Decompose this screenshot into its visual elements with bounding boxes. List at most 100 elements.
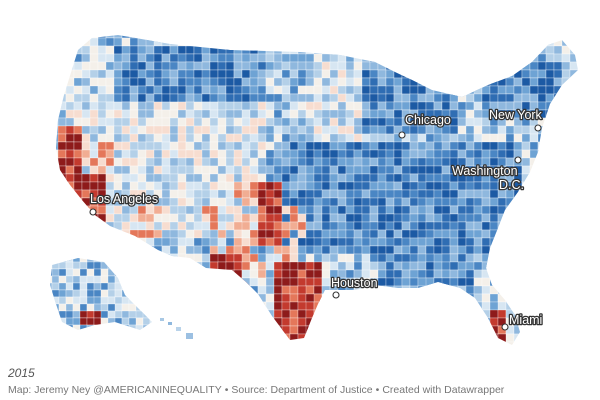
county-cell	[321, 325, 331, 335]
county-cell	[86, 261, 95, 270]
county-cell	[129, 141, 139, 151]
county-cell	[305, 245, 315, 255]
county-cell	[473, 149, 483, 159]
county-cell	[353, 237, 363, 247]
county-cell	[193, 109, 203, 119]
county-cell	[97, 333, 107, 343]
county-cell	[569, 245, 578, 255]
county-cell	[537, 221, 547, 231]
county-cell	[73, 173, 83, 183]
county-cell	[97, 35, 107, 39]
county-cell	[505, 85, 515, 95]
county-cell	[225, 285, 235, 295]
county-cell	[161, 109, 171, 119]
county-cell	[409, 309, 427, 319]
county-cell	[377, 101, 387, 111]
county-cell	[441, 301, 451, 311]
county-cell	[553, 317, 563, 327]
county-cell	[481, 221, 491, 231]
county-cell	[569, 141, 578, 151]
county-cell	[225, 181, 235, 191]
county-cell	[87, 332, 94, 339]
county-cell	[257, 173, 267, 183]
county-cell	[113, 333, 123, 343]
county-cell	[153, 69, 163, 79]
county-cell	[497, 149, 507, 159]
county-cell	[177, 35, 187, 39]
county-cell	[297, 309, 307, 319]
county-cell	[465, 61, 475, 71]
county-cell	[86, 258, 95, 263]
county-cell	[401, 69, 419, 79]
county-cell	[497, 85, 507, 95]
county-cell	[457, 333, 467, 343]
county-cell	[321, 285, 331, 295]
county-cell	[337, 93, 347, 103]
county-cell	[113, 141, 123, 151]
county-cell	[521, 261, 531, 271]
county-cell	[273, 133, 283, 143]
county-cell	[321, 277, 331, 287]
county-cell	[337, 101, 347, 111]
county-cell	[473, 101, 483, 111]
county-cell	[51, 282, 60, 291]
county-cell	[545, 325, 555, 335]
county-cell	[321, 333, 339, 343]
county-cell	[79, 282, 88, 291]
county-cell	[142, 268, 151, 277]
county-cell	[553, 245, 563, 255]
county-cell	[521, 61, 531, 71]
county-cell	[313, 85, 323, 95]
county-cell	[281, 333, 291, 343]
county-cell	[457, 85, 467, 95]
county-cell	[233, 293, 243, 303]
county-cell	[521, 253, 531, 263]
county-cell	[114, 275, 123, 284]
county-cell	[433, 285, 443, 295]
county-cell	[281, 189, 291, 199]
county-cell	[385, 125, 395, 135]
county-cell	[353, 325, 363, 335]
county-cell	[465, 109, 475, 119]
county-cell	[249, 333, 267, 343]
county-cell	[217, 229, 227, 239]
county-cell	[265, 35, 275, 39]
city-label-washington-line1: Washington	[452, 164, 518, 178]
county-cell	[457, 269, 467, 279]
county-cell	[577, 69, 578, 79]
county-cell	[529, 35, 539, 39]
county-cell	[233, 269, 243, 279]
county-cell	[305, 85, 315, 95]
county-cell	[385, 293, 395, 303]
county-cell	[281, 341, 291, 345]
county-cell	[157, 304, 171, 311]
county-cell	[177, 173, 187, 183]
county-cell	[561, 325, 578, 335]
county-cell	[201, 293, 211, 303]
county-cell	[305, 229, 315, 239]
county-cell	[473, 333, 483, 343]
county-cell	[457, 205, 467, 215]
county-cell	[497, 125, 507, 135]
county-cell	[121, 333, 139, 343]
county-cell	[361, 309, 379, 319]
county-cell	[353, 229, 363, 239]
county-cell	[129, 245, 147, 255]
county-cell	[337, 61, 347, 71]
county-cell	[465, 309, 475, 319]
county-cell	[417, 149, 427, 159]
county-cell	[305, 69, 315, 79]
county-cell	[305, 341, 315, 345]
county-cell	[441, 181, 451, 191]
city-label-miami: Miami	[509, 313, 542, 327]
county-cell	[193, 213, 203, 223]
county-cell	[66, 332, 73, 339]
county-cell	[217, 261, 227, 271]
county-cell	[145, 125, 155, 135]
county-cell	[289, 325, 299, 335]
county-cell	[553, 173, 571, 183]
county-cell	[537, 157, 547, 167]
county-cell	[153, 53, 163, 63]
county-cell	[89, 109, 99, 119]
county-cell	[489, 285, 499, 295]
